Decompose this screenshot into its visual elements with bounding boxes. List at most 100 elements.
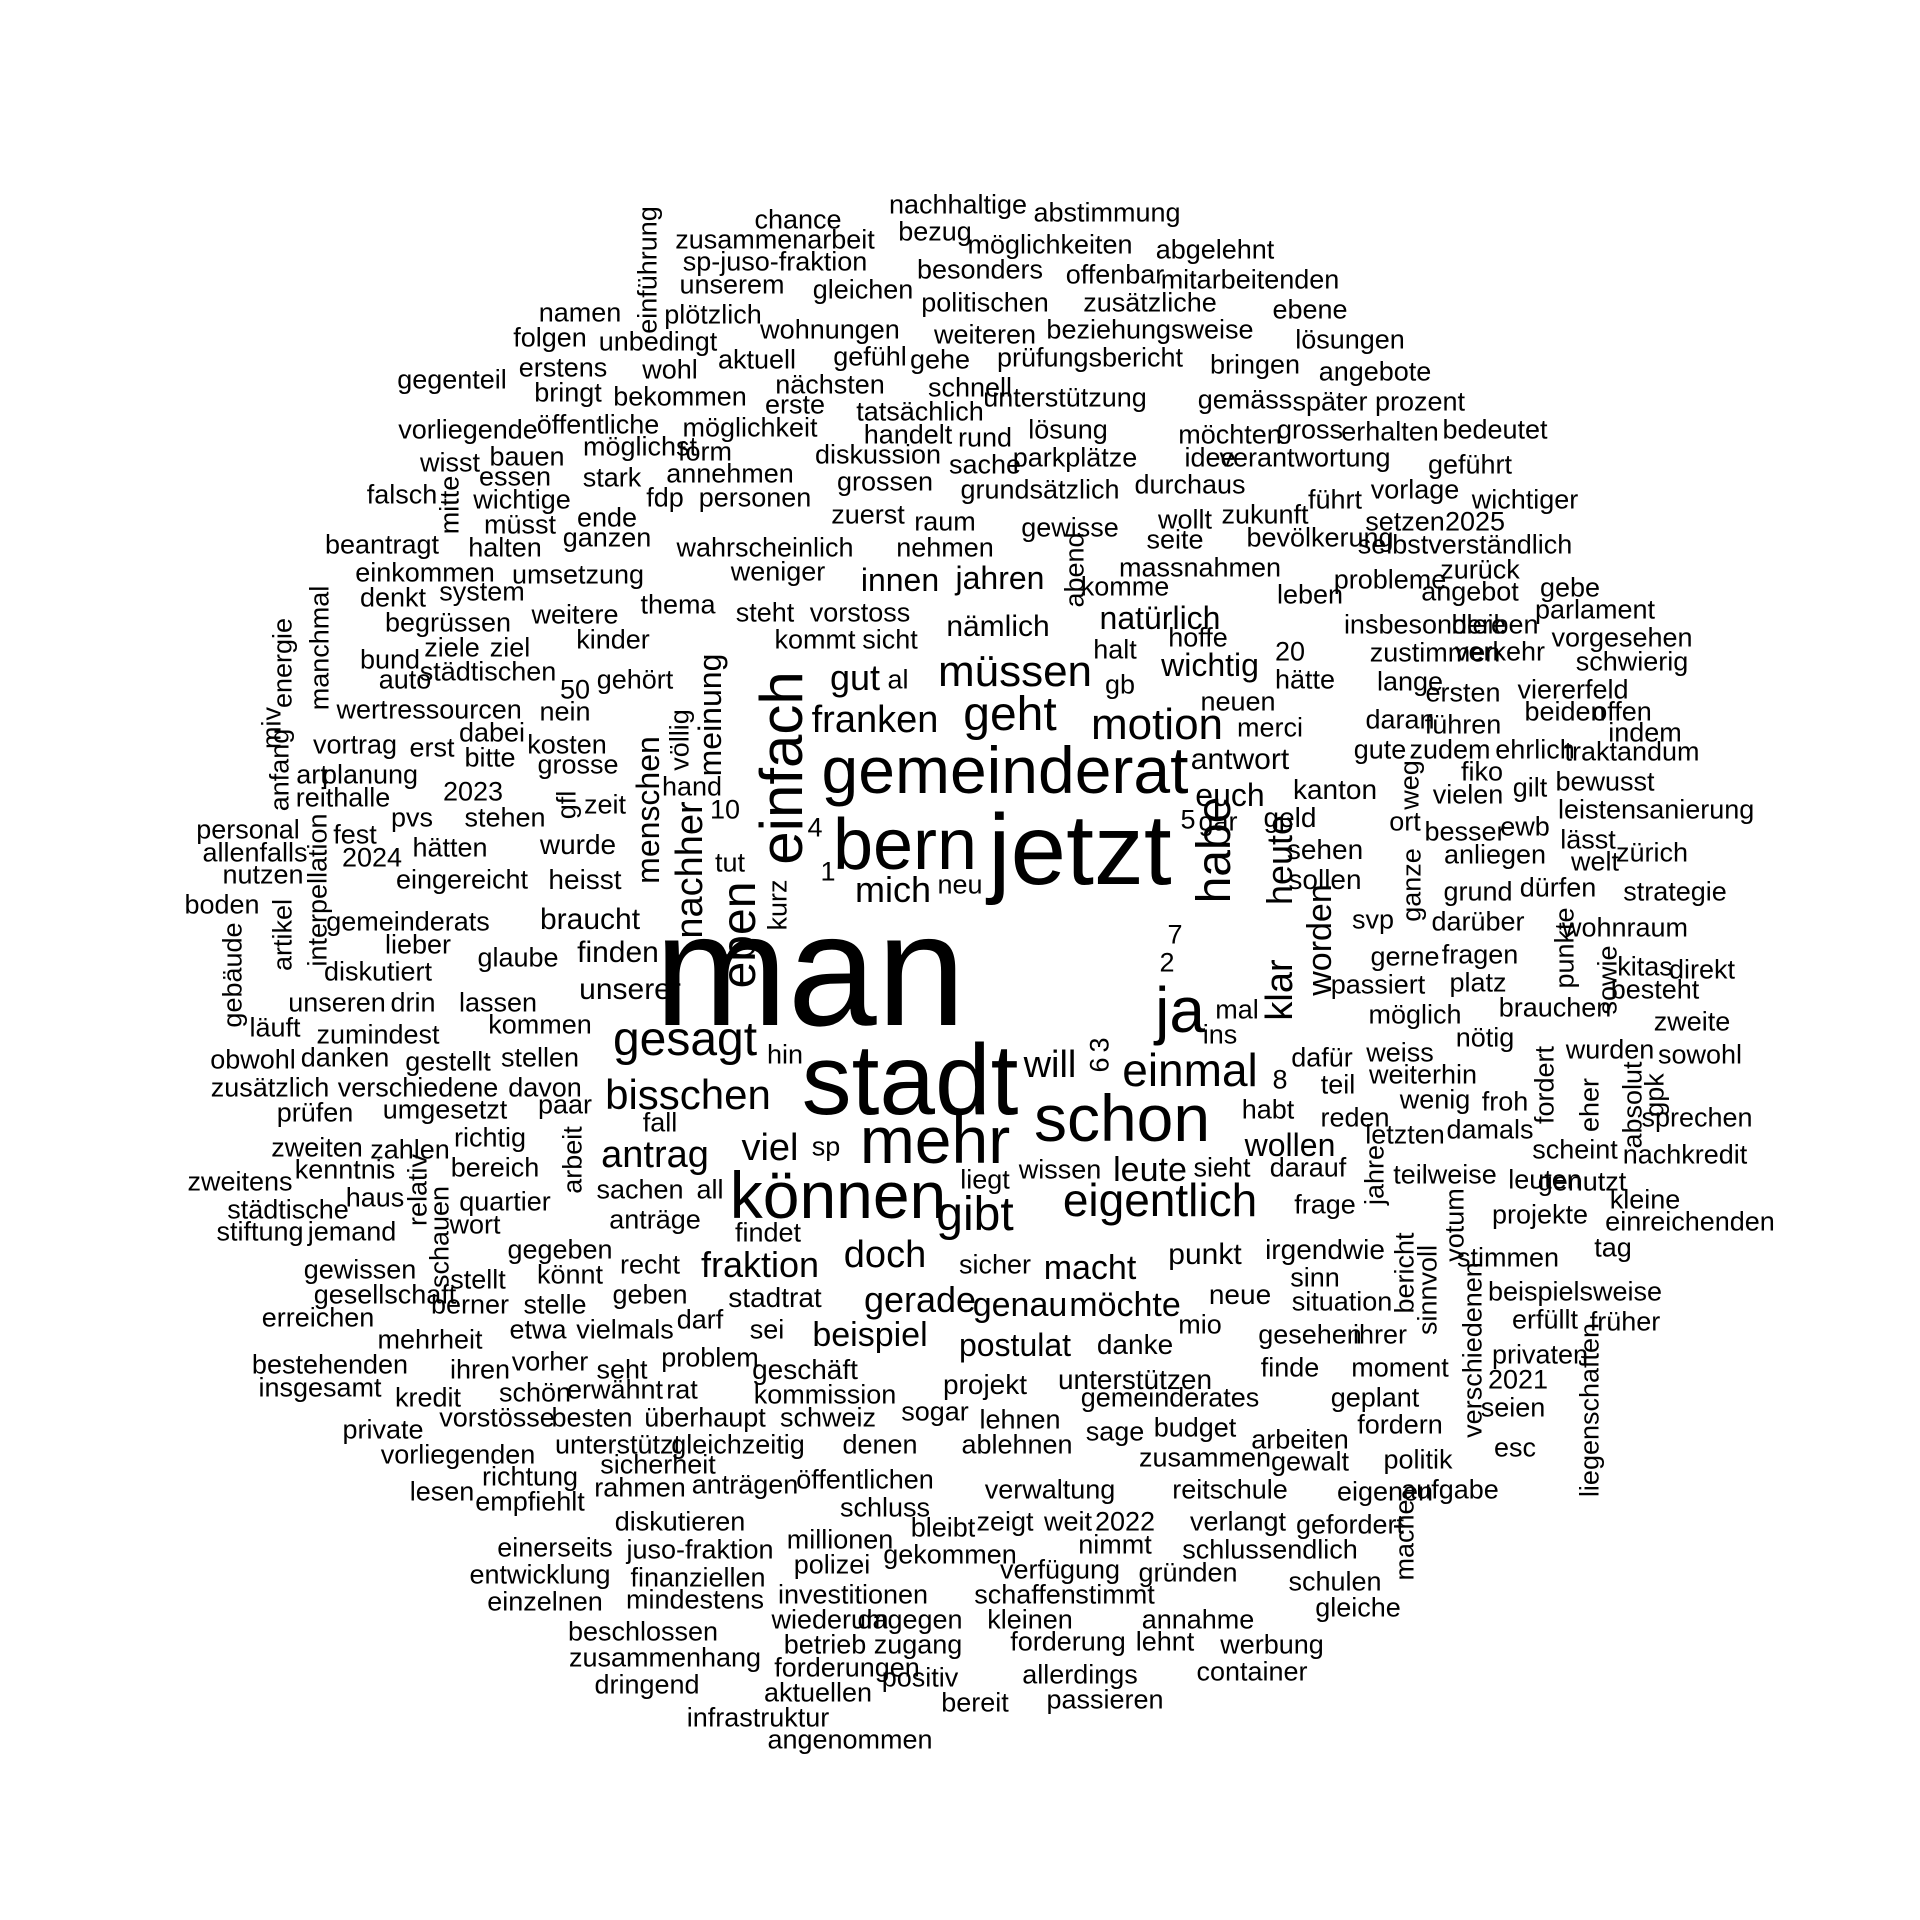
cloud-word: gerade [863, 1279, 977, 1320]
cloud-word: tatsächlich [856, 396, 984, 427]
cloud-word: geld [1263, 802, 1317, 833]
cloud-word: kenntnis [294, 1154, 396, 1185]
cloud-word: vortrag [312, 729, 398, 760]
cloud-word: rahmen [594, 1472, 686, 1503]
cloud-word: mache [1389, 1499, 1420, 1581]
cloud-word: budget [1153, 1412, 1237, 1443]
cloud-word: verwaltung [984, 1474, 1116, 1505]
cloud-word: verschiedenen [1457, 1262, 1488, 1438]
cloud-word: annahme [1141, 1604, 1255, 1635]
cloud-word: schlussendlich [1182, 1534, 1358, 1565]
cloud-word: gleichen [812, 274, 914, 305]
cloud-word: wiederum [771, 1604, 889, 1635]
cloud-word: unterstützt [554, 1429, 682, 1460]
cloud-word: vorstösse [439, 1402, 555, 1433]
cloud-word: führen [1424, 709, 1502, 740]
cloud-word: chance [754, 204, 842, 235]
cloud-word: motion [1090, 700, 1224, 749]
cloud-word: zweite [1653, 1006, 1731, 1037]
cloud-word: namen [538, 297, 622, 328]
cloud-word: gb [1104, 669, 1136, 700]
cloud-word: nächsten [775, 369, 885, 400]
cloud-word: angebote [1318, 356, 1432, 387]
cloud-word: genutzt [1537, 1166, 1627, 1197]
cloud-word: empfiehlt [475, 1486, 585, 1517]
cloud-word: anfang [264, 728, 295, 812]
cloud-word: ort [1389, 806, 1421, 837]
cloud-word: läuft [249, 1012, 301, 1043]
cloud-word: 1 [820, 856, 836, 887]
cloud-word: 50 [559, 674, 591, 705]
cloud-word: vielen [1432, 779, 1504, 810]
cloud-word: dabei [458, 717, 526, 748]
cloud-word: neu [937, 869, 983, 900]
cloud-word: energie [267, 617, 298, 709]
cloud-word: sachen [596, 1174, 684, 1205]
cloud-word: erfüllt [1511, 1304, 1579, 1335]
cloud-word: braucht [539, 903, 641, 936]
cloud-word: gemeinderat [821, 733, 1189, 807]
cloud-word: traktandum [1564, 736, 1700, 767]
cloud-word: fiko [1460, 756, 1504, 787]
cloud-word: 20 [1274, 636, 1306, 667]
cloud-word: stimmt [1075, 1579, 1155, 1610]
cloud-word: zurück [1440, 554, 1520, 585]
cloud-word: einreichenden [1605, 1206, 1775, 1237]
cloud-word: fragen [1441, 939, 1519, 970]
cloud-word: möglichkeiten [967, 229, 1133, 260]
cloud-word: ziele [424, 632, 480, 663]
cloud-word: nachkredit [1622, 1139, 1748, 1170]
cloud-word: mehr [859, 1103, 1011, 1177]
cloud-word: dringend [594, 1669, 700, 1700]
cloud-word: weiterhin [1368, 1059, 1478, 1090]
cloud-word: rat [666, 1374, 698, 1405]
cloud-word: sollen [1288, 864, 1362, 895]
cloud-word: denen [842, 1429, 918, 1460]
cloud-word: massnahmen [1118, 552, 1282, 583]
cloud-word: jahre [1359, 1144, 1390, 1206]
cloud-word: 10 [709, 794, 741, 825]
cloud-word: plötzlich [664, 299, 762, 330]
cloud-word: bereich [450, 1152, 540, 1183]
cloud-word: hin [766, 1039, 804, 1070]
cloud-word: kurz [762, 879, 793, 931]
cloud-word: bringt [534, 377, 602, 408]
cloud-word: private [342, 1414, 424, 1445]
cloud-word: erst [409, 732, 455, 763]
cloud-word: halten [468, 532, 542, 563]
cloud-word: parlament [1534, 594, 1656, 625]
cloud-word: prüfen [276, 1097, 354, 1128]
cloud-word: polizei [793, 1549, 871, 1580]
cloud-word: diskutiert [323, 956, 433, 987]
cloud-word: hand [661, 771, 723, 802]
cloud-word: sowohl [1657, 1039, 1743, 1070]
cloud-word: möglich [1368, 999, 1462, 1030]
cloud-word: 5 [1180, 804, 1196, 835]
cloud-word: offenbar [1065, 259, 1165, 290]
cloud-word: vorher [511, 1346, 589, 1377]
cloud-word: später [1292, 386, 1368, 417]
cloud-word: sicher [958, 1249, 1032, 1280]
cloud-word: anträge [609, 1204, 701, 1235]
cloud-word: angenommen [767, 1724, 933, 1755]
cloud-word: wert [336, 694, 388, 725]
cloud-word: gehört [596, 664, 674, 695]
cloud-word: al [887, 664, 909, 695]
cloud-word: städtischen [419, 656, 557, 687]
cloud-word: denkt [359, 582, 427, 613]
cloud-word: gewissen [303, 1254, 417, 1285]
cloud-word: zahlen [370, 1134, 450, 1165]
cloud-word: 2024 [341, 842, 403, 873]
cloud-word: probleme [1333, 564, 1447, 595]
cloud-word: nehmen [896, 532, 994, 563]
cloud-word: sieht [1193, 1152, 1251, 1183]
cloud-word: wahrscheinlich [676, 532, 854, 563]
cloud-word: leisten [1557, 794, 1637, 825]
cloud-word: 7 [1167, 919, 1183, 950]
cloud-word: will [1023, 1044, 1077, 1086]
cloud-word: sp-juso-fraktion [682, 246, 868, 277]
cloud-word: bedeutet [1442, 414, 1548, 445]
cloud-word: danken [300, 1042, 390, 1073]
cloud-word: direkt [1668, 954, 1736, 985]
cloud-word: verfügung [999, 1554, 1121, 1585]
